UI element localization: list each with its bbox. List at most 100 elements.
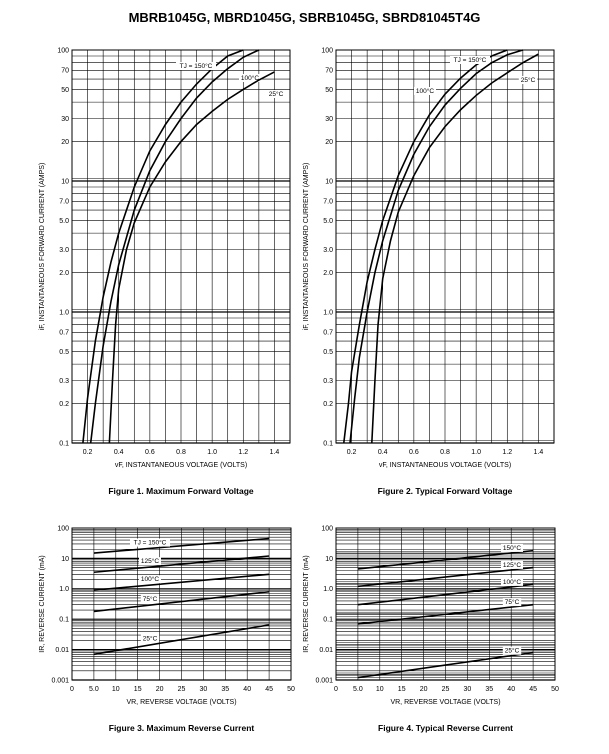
y-tick-label: 70 xyxy=(61,68,69,75)
series-label: 25°C xyxy=(505,647,520,655)
y-tick-label: 100 xyxy=(57,47,69,54)
series-label: 75°C xyxy=(143,595,158,603)
y-tick-label: 0.7 xyxy=(59,330,69,337)
y-tick-label: 100 xyxy=(321,525,333,532)
series-label-bg xyxy=(501,560,523,569)
grid-lines xyxy=(71,527,292,681)
y-tick-label: 50 xyxy=(325,87,333,94)
series-line xyxy=(357,583,534,606)
page-title: MBRB1045G, MBRD1045G, SBRB1045G, SBRD810… xyxy=(128,10,481,25)
x-axis-label: VR, REVERSE VOLTAGE (VOLTS) xyxy=(126,699,236,706)
y-tick-label: 100 xyxy=(57,525,69,532)
y-tick-label: 0.01 xyxy=(319,647,333,654)
series-label-bg xyxy=(130,538,170,547)
series-label-bg xyxy=(414,87,436,95)
series-line xyxy=(82,49,244,444)
x-tick-label: 10 xyxy=(376,686,384,693)
x-tick-label: 1.0 xyxy=(207,449,217,456)
series-label: 25°C xyxy=(521,76,536,84)
series-label: 25°C xyxy=(143,634,158,642)
x-tick-label: 10 xyxy=(112,686,120,693)
y-tick-label: 0.01 xyxy=(55,647,69,654)
x-tick-label: 0.8 xyxy=(440,449,450,456)
y-tick-label: 1.0 xyxy=(323,309,333,316)
series-label: 100°C xyxy=(416,87,434,95)
y-tick-label: 70 xyxy=(325,68,333,75)
figure-1-chart: 0.2 0.4 0.6 0.8 1.0 1.2 1.4 0.1 0.2 0.3 0.5 0.7 1.0 2… xyxy=(39,47,291,496)
series-label: 25°C xyxy=(269,90,284,98)
x-tick-label: 0.6 xyxy=(409,449,419,456)
y-tick-label: 1.0 xyxy=(59,586,69,593)
series-line xyxy=(357,549,534,570)
y-tick-label: 7.0 xyxy=(323,199,333,206)
x-axis-label: vF, INSTANTANEOUS VOLTAGE (VOLTS) xyxy=(379,462,511,469)
x-tick-label: 0.8 xyxy=(176,449,186,456)
x-tick-label: 0 xyxy=(334,686,338,693)
series-line xyxy=(357,651,534,679)
x-tick-label: 25 xyxy=(442,686,450,693)
figure-caption: Figure 3. Maximum Reverse Current xyxy=(109,723,255,733)
series-label: 75°C xyxy=(505,598,520,606)
x-tick-label: 45 xyxy=(265,686,273,693)
x-tick-label: 20 xyxy=(156,686,164,693)
y-tick-label: 2.0 xyxy=(59,270,69,277)
y-tick-label: 50 xyxy=(61,87,69,94)
y-tick-label: 3.0 xyxy=(323,247,333,254)
series-label-bg xyxy=(239,74,261,82)
y-tick-label: 0.3 xyxy=(323,378,333,385)
y-tick-label: 5.0 xyxy=(323,218,333,225)
y-tick-label: 20 xyxy=(61,139,69,146)
y-axis-label: iF, INSTANTANEOUS FORWARD CURRENT (AMPS) xyxy=(303,163,310,331)
x-tick-label: 1.4 xyxy=(534,449,544,456)
series-label: TJ = 150°C xyxy=(180,62,213,70)
series-line xyxy=(93,590,270,613)
x-tick-label: 0.6 xyxy=(145,449,155,456)
grid-lines xyxy=(71,49,291,444)
series-label-bg xyxy=(502,646,522,655)
y-tick-label: 30 xyxy=(325,116,333,123)
x-tick-label: 1.4 xyxy=(270,449,280,456)
x-tick-label: 0.4 xyxy=(378,449,388,456)
y-tick-label: 7.0 xyxy=(59,199,69,206)
x-axis-label: VR, REVERSE VOLTAGE (VOLTS) xyxy=(390,699,500,706)
x-tick-label: 30 xyxy=(200,686,208,693)
figure-caption: Figure 4. Typical Reverse Current xyxy=(378,723,513,733)
x-tick-label: 0.2 xyxy=(83,449,93,456)
x-tick-label: 30 xyxy=(464,686,472,693)
y-tick-label: 0.2 xyxy=(323,401,333,408)
series-label: 125°C xyxy=(141,557,159,565)
y-tick-label: 0.1 xyxy=(323,440,333,447)
y-tick-label: 100 xyxy=(321,47,333,54)
x-tick-label: 50 xyxy=(551,686,559,693)
y-axis-label: IR, REVERSE CURRENT (mA) xyxy=(303,555,310,653)
y-tick-label: 5.0 xyxy=(59,218,69,225)
series-line xyxy=(371,53,539,444)
y-axis-label: iF, INSTANTANEOUS FORWARD CURRENT (AMPS) xyxy=(39,163,46,331)
y-tick-label: 1.0 xyxy=(59,309,69,316)
series-label-bg xyxy=(501,577,523,586)
x-tick-label: 5.0 xyxy=(89,686,99,693)
x-tick-label: 20 xyxy=(420,686,428,693)
y-tick-label: 10 xyxy=(61,556,69,563)
series-label: 100°C xyxy=(141,575,159,583)
x-tick-label: 40 xyxy=(507,686,515,693)
y-tick-label: 10 xyxy=(325,178,333,185)
figure-3-chart: 0 5.0 10 15 20 25 30 35 40 45 50 0.001 0.01 0.1 1.0 10 1… xyxy=(39,525,295,733)
x-tick-label: 0.2 xyxy=(347,449,357,456)
y-tick-label: 3.0 xyxy=(59,247,69,254)
y-tick-label: 10 xyxy=(61,178,69,185)
series-label-bg xyxy=(502,598,522,607)
y-tick-label: 10 xyxy=(325,556,333,563)
x-tick-label: 1.2 xyxy=(502,449,512,456)
y-tick-label: 0.7 xyxy=(323,330,333,337)
series-label: 125°C xyxy=(503,561,521,569)
series-line xyxy=(93,555,270,574)
y-tick-label: 0.1 xyxy=(59,440,69,447)
series-line xyxy=(93,624,270,656)
series-label-bg xyxy=(501,543,523,552)
series-label: TJ = 150°C xyxy=(134,539,167,547)
series-label-bg xyxy=(140,595,160,604)
series-label-bg xyxy=(266,90,286,98)
series-line xyxy=(93,573,270,591)
y-tick-label: 1.0 xyxy=(323,586,333,593)
